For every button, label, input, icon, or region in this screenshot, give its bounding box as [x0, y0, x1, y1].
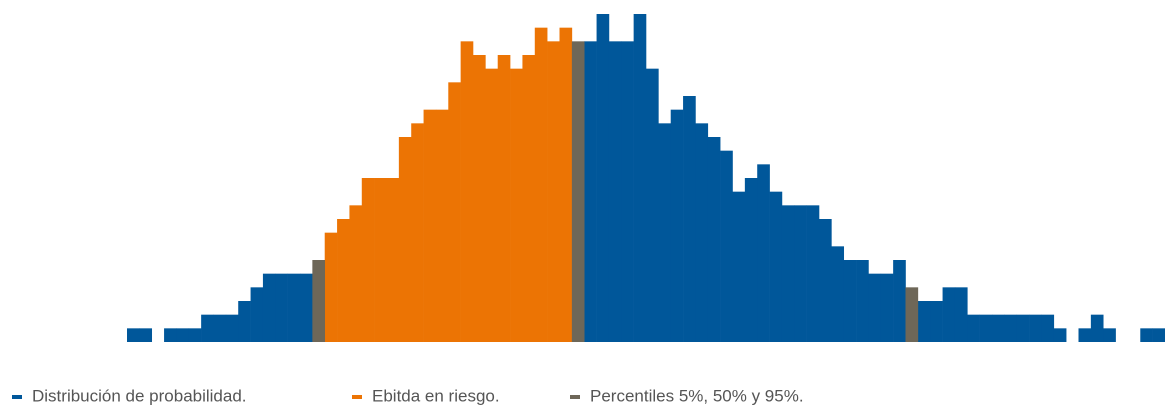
- bar: [1152, 328, 1165, 342]
- bar: [510, 68, 523, 343]
- bar: [1103, 328, 1116, 342]
- bar: [1140, 328, 1153, 342]
- bar: [275, 273, 288, 342]
- bar: [1078, 328, 1092, 342]
- bar: [238, 301, 251, 342]
- bar: [139, 328, 153, 342]
- bar: [608, 41, 622, 342]
- bar: [213, 314, 227, 342]
- bar: [411, 123, 424, 342]
- bar: [905, 287, 919, 342]
- bar: [1004, 314, 1018, 342]
- legend-label: Distribución de probabilidad.: [32, 386, 247, 405]
- bar: [300, 273, 313, 342]
- bar: [917, 301, 931, 342]
- bar: [720, 150, 733, 342]
- bar: [127, 328, 140, 342]
- bar: [633, 14, 647, 342]
- legend-label: Ebitda en riesgo.: [372, 386, 500, 405]
- bar: [757, 164, 770, 342]
- bar: [658, 123, 672, 342]
- bar: [979, 314, 993, 342]
- bar: [225, 314, 239, 342]
- bar: [732, 191, 746, 342]
- bar: [695, 123, 709, 342]
- bar: [361, 178, 375, 342]
- bar: [670, 109, 684, 343]
- bar: [930, 301, 943, 342]
- bar: [522, 55, 536, 342]
- bar: [942, 287, 956, 342]
- bar: [547, 41, 560, 342]
- bar: [831, 246, 845, 342]
- bar: [188, 328, 202, 342]
- bar: [621, 41, 634, 342]
- bar: [386, 178, 400, 342]
- bar: [856, 260, 869, 342]
- bar: [794, 205, 807, 342]
- bar: [1029, 314, 1042, 342]
- legend-marker: [570, 395, 580, 399]
- bar: [707, 137, 721, 342]
- bar: [460, 41, 474, 342]
- bar: [398, 137, 412, 342]
- bar: [1053, 328, 1067, 342]
- bar: [967, 314, 980, 342]
- bar: [423, 109, 437, 343]
- bar: [843, 260, 857, 342]
- bar: [1090, 314, 1104, 342]
- bar: [448, 82, 461, 342]
- bar: [571, 41, 585, 342]
- bar: [1016, 314, 1030, 342]
- bar: [374, 178, 387, 342]
- bar: [312, 260, 326, 342]
- legend-marker: [352, 395, 362, 399]
- bar: [893, 260, 906, 342]
- bar: [349, 205, 363, 342]
- bar: [744, 178, 758, 342]
- bar: [435, 109, 449, 343]
- bar: [559, 27, 573, 343]
- bar: [262, 273, 276, 342]
- legend-marker: [12, 395, 22, 399]
- bar: [1041, 314, 1055, 342]
- bar: [176, 328, 190, 342]
- bar: [534, 27, 548, 343]
- bar: [250, 287, 264, 342]
- bar: [992, 314, 1005, 342]
- bar: [769, 191, 783, 342]
- bar: [324, 232, 338, 342]
- legend-label: Percentiles 5%, 50% y 95%.: [590, 386, 804, 405]
- bar: [337, 219, 350, 342]
- bar: [164, 328, 177, 342]
- bar: [473, 55, 486, 342]
- bar: [781, 205, 795, 342]
- bar: [954, 287, 968, 342]
- bar: [287, 273, 301, 342]
- bar: [868, 273, 882, 342]
- bar: [596, 14, 610, 342]
- bar: [806, 205, 820, 342]
- bar: [819, 219, 832, 342]
- bar: [683, 96, 696, 342]
- bar: [584, 41, 597, 342]
- bar: [201, 314, 214, 342]
- bar: [497, 55, 511, 342]
- bar: [485, 68, 499, 343]
- bar: [646, 68, 659, 343]
- bar: [880, 273, 894, 342]
